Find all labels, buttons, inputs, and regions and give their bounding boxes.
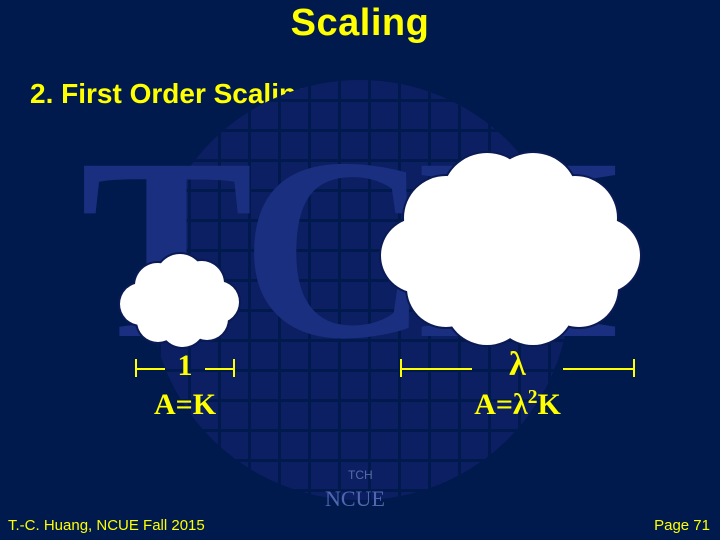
- cloud-bump: [436, 180, 571, 315]
- area-right-prefix: A=: [474, 388, 513, 421]
- slide-root: Scaling 2. First Order Scaling TCH 1 A=K…: [0, 0, 720, 540]
- dim-left-line-r: [205, 368, 233, 370]
- area-label-left: A=K: [135, 388, 235, 422]
- dim-right-value: λ: [400, 346, 635, 384]
- slide-title: Scaling: [0, 2, 720, 45]
- ncue-logo: NCUE: [325, 486, 385, 512]
- dim-right-lambda: λ: [509, 346, 526, 383]
- area-right-lambda: λ: [513, 388, 528, 421]
- dim-left-value: 1: [135, 349, 235, 383]
- area-left-text: A=K: [154, 388, 216, 421]
- area-right-suffix: K: [537, 388, 560, 421]
- footer-page: Page 71: [654, 517, 710, 534]
- tch-small-logo: TCH: [348, 468, 373, 482]
- dim-right-tick-r: [633, 359, 635, 377]
- area-right-exp: 2: [528, 387, 538, 408]
- tch-small-text: TCH: [348, 468, 373, 482]
- ncue-text: NCUE: [325, 486, 385, 511]
- defect-cloud-large: [400, 180, 630, 330]
- footer-left-text: T.-C. Huang, NCUE Fall 2015: [8, 517, 205, 534]
- dim-right-line-r: [563, 368, 633, 370]
- area-label-right: A=λ2K: [400, 388, 635, 422]
- footer-author: T.-C. Huang, NCUE Fall 2015: [8, 517, 205, 534]
- dim-left-tick-r: [233, 359, 235, 377]
- title-text: Scaling: [291, 2, 430, 44]
- dim-left-value-text: 1: [178, 349, 193, 382]
- footer-right-text: Page 71: [654, 517, 710, 534]
- cloud-bump: [144, 270, 204, 330]
- defect-cloud-small: [130, 270, 240, 345]
